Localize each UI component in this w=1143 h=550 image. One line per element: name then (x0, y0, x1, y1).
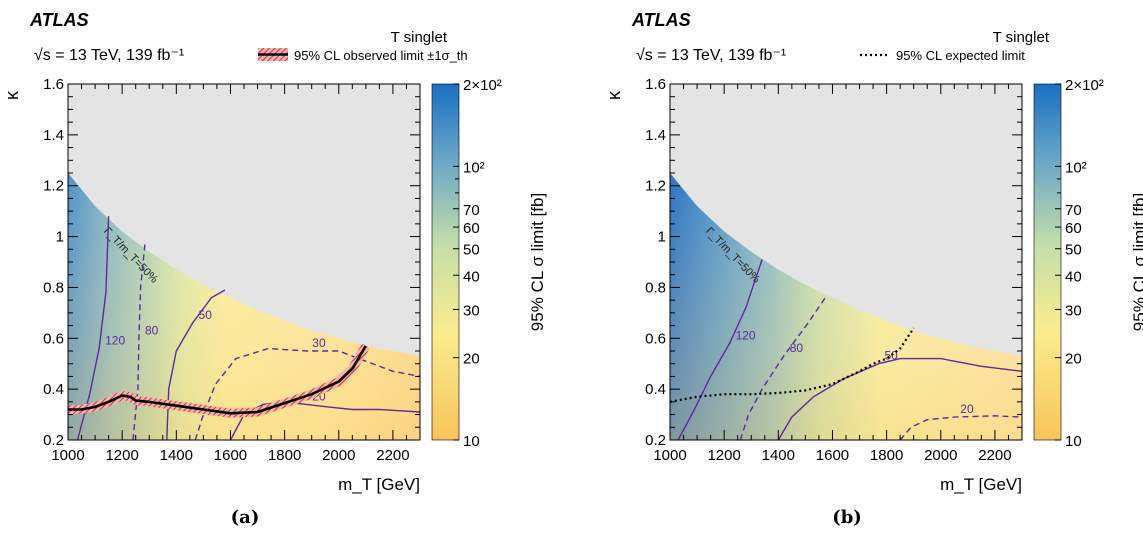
z-tick-label: 70 (1065, 202, 1082, 219)
colorbar-frame (431, 83, 460, 441)
z-tick-label: 10 (463, 433, 480, 450)
z-axis-label: 95% CL σ limit [fb] (1130, 193, 1143, 331)
x-tick-label: 2000 (322, 447, 355, 464)
y-tick-label: 1 (658, 229, 666, 246)
x-tick-label: 1800 (870, 447, 903, 464)
contour-50 (777, 357, 1023, 441)
atlas-label: ATLAS (29, 10, 89, 30)
x-axis-label: m_T [GeV] (338, 475, 420, 494)
legend: 95% CL observed limit ±1σ_th (258, 48, 468, 63)
y-axis-label: κ (2, 90, 22, 100)
y-tick-label: 1.2 (645, 178, 666, 195)
x-tick-label: 2000 (924, 447, 957, 464)
z-tick-label: 2×10² (463, 77, 502, 94)
y-tick-label: 1.4 (645, 127, 666, 144)
y-tick-label: 0.2 (645, 432, 666, 449)
x-tick-label: 1200 (707, 447, 740, 464)
x-tick-label: 2200 (376, 447, 409, 464)
model-label: T singlet (391, 29, 448, 46)
panel-caption: (a) (231, 507, 260, 528)
z-tick-label: 30 (463, 302, 480, 319)
z-tick-label: 40 (463, 268, 480, 285)
y-tick-label: 1 (56, 229, 64, 246)
colorbar-frame (1033, 83, 1062, 441)
z-tick-label: 20 (463, 351, 480, 368)
z-tick-label: 70 (463, 202, 480, 219)
legend-label-observed: 95% CL observed limit ±1σ_th (294, 48, 468, 63)
contour-20 (899, 415, 1023, 441)
x-tick-label: 1400 (160, 447, 193, 464)
contour-30 (194, 347, 421, 441)
z-tick-label: 10² (463, 159, 485, 176)
energy-lumi-label: √s = 13 TeV, 139 fb⁻¹ (636, 47, 786, 64)
z-tick-label: 50 (1065, 242, 1082, 259)
z-tick-label: 20 (1065, 351, 1082, 368)
contour-label-50: 50 (199, 308, 213, 322)
y-tick-label: 1.6 (43, 76, 64, 93)
model-label: T singlet (993, 29, 1050, 46)
colorbar (432, 84, 459, 440)
contour-label-20: 20 (960, 402, 974, 416)
colorbar (1034, 84, 1061, 440)
contour-label-50: 50 (884, 349, 898, 363)
z-tick-label: 60 (1065, 220, 1082, 237)
atlas-label: ATLAS (631, 10, 691, 30)
z-axis-label: 95% CL σ limit [fb] (528, 193, 547, 331)
y-tick-label: 1.6 (645, 76, 666, 93)
contour-label-80: 80 (145, 323, 159, 337)
x-tick-label: 1600 (816, 447, 849, 464)
observed-limit-line (68, 345, 367, 415)
y-tick-label: 1.4 (43, 127, 64, 144)
y-tick-label: 0.8 (43, 279, 64, 296)
z-tick-label: 40 (1065, 268, 1082, 285)
y-tick-label: 0.2 (43, 432, 64, 449)
y-tick-label: 0.8 (645, 279, 666, 296)
y-tick-label: 0.4 (645, 381, 666, 398)
x-axis-label: m_T [GeV] (940, 475, 1022, 494)
z-tick-label: 10 (1065, 433, 1082, 450)
expected-limit-line (669, 327, 915, 403)
legend: 95% CL expected limit (860, 48, 1025, 63)
contour-label-80: 80 (790, 341, 804, 355)
x-tick-label: 1000 (653, 447, 686, 464)
x-tick-label: 1800 (268, 447, 301, 464)
x-tick-label: 1200 (105, 447, 138, 464)
z-tick-label: 10² (1065, 159, 1087, 176)
contour-80 (739, 294, 828, 441)
excluded-region (68, 84, 420, 357)
z-tick-label: 50 (463, 242, 480, 259)
z-tick-label: 60 (463, 220, 480, 237)
y-tick-label: 0.6 (645, 330, 666, 347)
energy-lumi-label: √s = 13 TeV, 139 fb⁻¹ (34, 47, 184, 64)
contour-50 (166, 289, 226, 441)
z-tick-label: 2×10² (1065, 77, 1104, 94)
x-tick-label: 1000 (51, 447, 84, 464)
legend-label-expected: 95% CL expected limit (896, 48, 1025, 63)
contour-120 (677, 259, 763, 441)
excluded-region (670, 84, 1022, 357)
y-axis-label: κ (604, 90, 624, 100)
contour-label-120: 120 (105, 333, 125, 347)
panel-caption: (b) (832, 507, 862, 528)
y-tick-label: 0.6 (43, 330, 64, 347)
y-tick-label: 0.4 (43, 381, 64, 398)
x-tick-label: 2200 (978, 447, 1011, 464)
contour-80 (132, 241, 146, 441)
x-tick-label: 1400 (762, 447, 795, 464)
contour-label-30: 30 (312, 336, 326, 350)
y-tick-label: 1.2 (43, 178, 64, 195)
x-tick-label: 1600 (214, 447, 247, 464)
z-tick-label: 30 (1065, 302, 1082, 319)
contour-label-120: 120 (736, 328, 756, 342)
